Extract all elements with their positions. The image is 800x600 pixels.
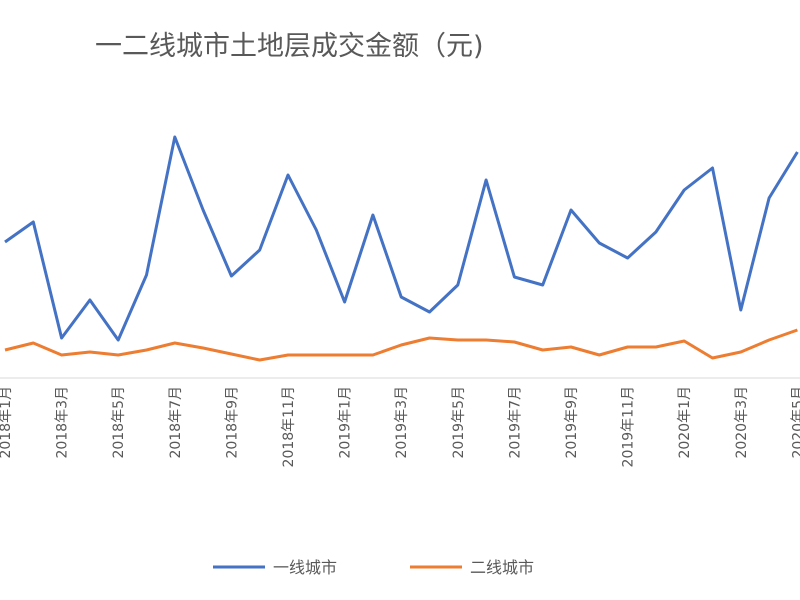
line-series [4, 135, 799, 342]
x-tick-label: 2019年3月 [394, 386, 410, 459]
x-tick-label: 2018年3月 [55, 386, 71, 459]
x-tick-label: 2018年11月 [281, 386, 297, 467]
line-series [4, 328, 798, 362]
x-tick-label: 2020年3月 [734, 386, 750, 459]
x-tick-label: 2018年5月 [111, 386, 127, 459]
x-tick-label: 2020年5月 [790, 386, 800, 459]
x-tick-label: 2018年9月 [224, 386, 240, 459]
legend-label: 一线城市 [273, 558, 337, 577]
x-tick-label: 2019年1月 [338, 386, 354, 459]
x-tick-label: 2019年5月 [451, 386, 467, 459]
x-tick-label: 2018年7月 [168, 386, 184, 459]
x-tick-label: 2019年7月 [507, 386, 523, 459]
legend-label: 二线城市 [470, 558, 534, 577]
x-tick-label: 2019年11月 [621, 386, 637, 467]
x-tick-label: 2020年1月 [677, 386, 693, 459]
x-tick-label: 2018年1月 [0, 386, 14, 459]
x-tick-label: 2019年9月 [564, 386, 580, 459]
chart-title: 一二线城市土地层成交金额（元) [95, 31, 484, 62]
